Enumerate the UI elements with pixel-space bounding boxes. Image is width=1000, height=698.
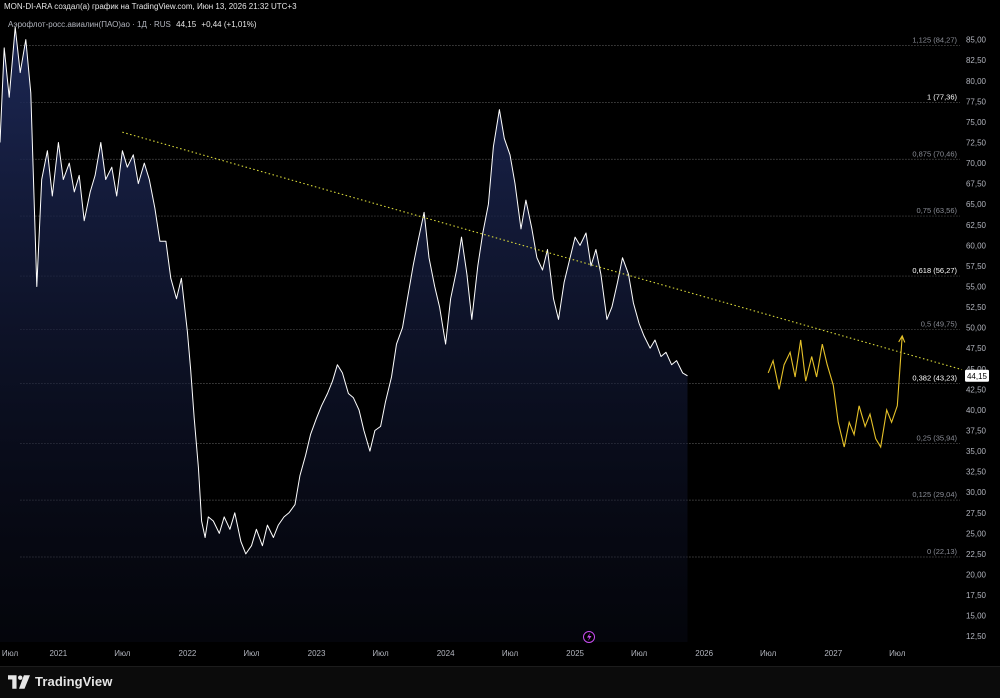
x-axis-tick-label: 2026 xyxy=(695,649,713,658)
y-axis-tick-label: 15,00 xyxy=(966,612,987,621)
price-chart[interactable]: 1,125 (84,27) 1 (77,36) 0,875 (70,46) 0,75 … xyxy=(0,14,1000,664)
fib-level-label: 0,382 (43,23) xyxy=(912,373,957,382)
lightning-icon[interactable] xyxy=(583,631,595,643)
x-axis-tick-label: 2023 xyxy=(308,649,326,658)
last-price-value: 44,15 xyxy=(967,372,988,381)
legend-change: +0,44 (+1,01%) xyxy=(201,20,257,29)
last-price-badge xyxy=(965,369,989,382)
y-axis-tick-label: 25,00 xyxy=(966,529,987,538)
y-axis-tick-label: 30,00 xyxy=(966,488,987,497)
x-axis-tick-label: Июл xyxy=(2,649,19,658)
chart-caption: MON-DI-ARA создал(а) график на TradingVi… xyxy=(0,0,1000,14)
fib-level-label: 0 (22,13) xyxy=(927,547,958,556)
y-axis-tick-label: 80,00 xyxy=(966,77,987,86)
price-line xyxy=(0,26,688,555)
y-axis-tick-label: 47,50 xyxy=(966,344,987,353)
y-axis-tick-label: 67,50 xyxy=(966,180,987,189)
symbol-legend: Аэрофлот-росс.авиалин(ПАО)ао · 1Д · RUS … xyxy=(8,20,257,29)
x-axis-tick-label: 2027 xyxy=(824,649,842,658)
y-axis-tick-label: 17,50 xyxy=(966,591,987,600)
x-axis-tick-label: 2024 xyxy=(437,649,455,658)
x-axis-tick-label: Июл xyxy=(760,649,777,658)
y-axis-tick-label: 37,50 xyxy=(966,427,987,436)
fib-level-label: 0,5 (49,75) xyxy=(921,320,958,329)
y-axis-tick-label: 85,00 xyxy=(966,36,987,45)
y-axis-tick-label: 62,50 xyxy=(966,221,987,230)
y-axis-tick-label: 42,50 xyxy=(966,385,987,394)
y-axis-tick-label: 50,00 xyxy=(966,324,987,333)
event-marker-bolt xyxy=(587,633,592,641)
y-axis-tick-label: 20,00 xyxy=(966,571,987,580)
y-axis-tick-label: 65,00 xyxy=(966,200,987,209)
fib-level-label: 1,125 (84,27) xyxy=(912,36,957,45)
legend-price: 44,15 xyxy=(176,20,197,29)
fib-level-label: 1 (77,36) xyxy=(927,93,958,102)
y-axis-tick-label: 72,50 xyxy=(966,138,987,147)
fib-level-label: 0,875 (70,46) xyxy=(912,149,957,158)
y-axis-tick-label: 12,50 xyxy=(966,632,987,641)
x-axis-tick-label: Июл xyxy=(372,649,389,658)
x-axis-tick-label: Июл xyxy=(502,649,519,658)
x-axis-tick-label: 2025 xyxy=(566,649,584,658)
tradingview-logo-icon xyxy=(8,674,30,689)
x-axis-tick-label: 2021 xyxy=(49,649,67,658)
fib-level-label: 0,25 (35,94) xyxy=(917,433,958,442)
price-area-fill xyxy=(0,27,688,643)
tradingview-logo[interactable]: TradingView xyxy=(8,674,112,689)
x-axis-tick-label: Июл xyxy=(243,649,260,658)
x-axis-tick-label: Июл xyxy=(889,649,906,658)
y-axis-tick-label: 82,50 xyxy=(966,56,987,65)
y-axis-tick-label: 70,00 xyxy=(966,159,987,168)
y-axis-tick-label: 40,00 xyxy=(966,406,987,415)
projection-arrowhead xyxy=(898,334,906,343)
y-axis-tick-label: 45,00 xyxy=(966,365,987,374)
y-axis-tick-label: 52,50 xyxy=(966,303,987,312)
projection-line xyxy=(767,335,903,449)
tradingview-logo-text: TradingView xyxy=(35,674,113,689)
trendline xyxy=(122,131,963,371)
chart-area[interactable]: 1,125 (84,27) 1 (77,36) 0,875 (70,46) 0,75 … xyxy=(0,14,1000,664)
legend-symbol: Аэрофлот-росс.авиалин(ПАО)ао · 1Д · RUS xyxy=(8,20,171,29)
y-axis-tick-label: 27,50 xyxy=(966,509,987,518)
y-axis-tick-label: 55,00 xyxy=(966,283,987,292)
fib-level-label: 0,618 (56,27) xyxy=(912,266,957,275)
x-axis-tick-label: Июл xyxy=(631,649,648,658)
y-axis-tick-label: 77,50 xyxy=(966,97,987,106)
fib-level-label: 0,75 (63,56) xyxy=(917,206,958,215)
x-axis-tick-label: 2022 xyxy=(179,649,197,658)
y-axis-tick-label: 60,00 xyxy=(966,241,987,250)
y-axis-tick-label: 32,50 xyxy=(966,468,987,477)
y-axis-tick-label: 75,00 xyxy=(966,118,987,127)
footer-bar: TradingView xyxy=(0,666,1000,698)
y-axis-tick-label: 22,50 xyxy=(966,550,987,559)
y-axis-tick-label: 35,00 xyxy=(966,447,987,456)
fib-level-label: 0,125 (29,04) xyxy=(912,490,957,499)
x-axis-tick-label: Июл xyxy=(114,649,131,658)
y-axis-tick-label: 57,50 xyxy=(966,262,987,271)
